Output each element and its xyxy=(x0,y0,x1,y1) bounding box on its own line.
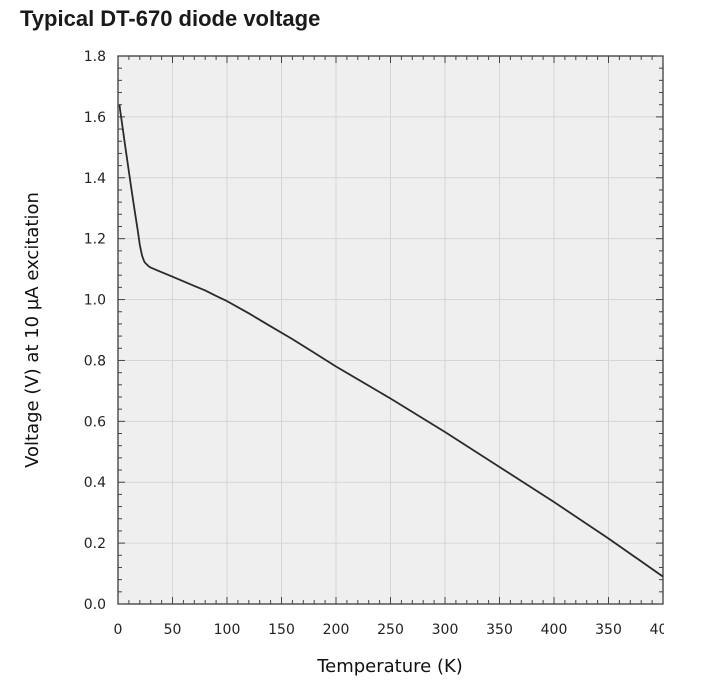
y-tick-label: 0.8 xyxy=(84,353,106,369)
y-axis-title: Voltage (V) at 10 µA excitation xyxy=(22,192,43,468)
y-tick-label: 0.4 xyxy=(84,475,106,491)
y-axis-ticks: 0.0 0.2 0.4 0.6 0.8 1.0 1.2 1.4 1.6 1.8 xyxy=(84,49,106,613)
x-tick-label: 250 xyxy=(377,622,404,638)
y-tick-label: 1.2 xyxy=(84,232,106,248)
grid-lines xyxy=(118,56,663,604)
x-tick-label: 350 xyxy=(486,622,513,638)
y-tick-label: 1.8 xyxy=(84,49,106,65)
voltage-curve xyxy=(118,104,664,578)
x-tick-label: 0 xyxy=(114,622,123,638)
y-tick-label: 1.6 xyxy=(84,110,106,126)
x-axis-ticks: 0 50 100 150 200 250 300 350 400 350 400 xyxy=(114,622,677,638)
y-tick-label: 0.2 xyxy=(84,536,106,552)
x-tick-label: 400 xyxy=(541,622,568,638)
x-tick-label: 350 xyxy=(595,622,622,638)
y-tick-label: 0.6 xyxy=(84,414,106,430)
x-tick-label: 50 xyxy=(164,622,182,638)
y-tick-label: 0.0 xyxy=(84,597,106,613)
x-axis-title: Temperature (K) xyxy=(316,656,463,677)
y-tick-label: 1.0 xyxy=(84,293,106,309)
x-tick-label: 150 xyxy=(268,622,295,638)
minor-ticks xyxy=(117,55,664,605)
x-tick-label: 200 xyxy=(323,622,350,638)
y-tick-label: 1.4 xyxy=(84,171,106,187)
overflow-mask xyxy=(664,586,705,685)
x-tick-label: 100 xyxy=(214,622,241,638)
x-tick-label: 300 xyxy=(432,622,459,638)
chart-title: Typical DT-670 diode voltage xyxy=(20,6,321,31)
